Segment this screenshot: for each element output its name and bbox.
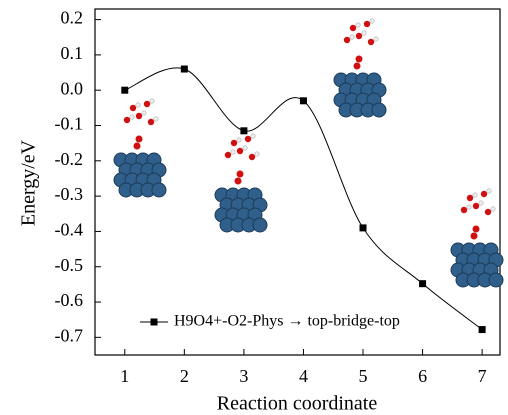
point xyxy=(121,86,129,94)
y-tick-label: -0.2 xyxy=(55,149,84,169)
legend-label: H9O4+-O2-Phys → top-bridge-top xyxy=(174,313,400,330)
y-tick-label: -0.5 xyxy=(55,255,84,275)
oxygen-atom xyxy=(484,208,492,216)
hydrogen-atom xyxy=(349,34,355,40)
y-tick-label: -0.3 xyxy=(55,184,84,204)
oxygen-atom xyxy=(230,139,238,147)
point xyxy=(478,326,486,334)
hydrogen-atom xyxy=(478,200,484,206)
hydrogen-atom xyxy=(361,30,367,36)
hydrogen-atom xyxy=(486,188,492,194)
x-tick-label: 4 xyxy=(299,366,308,386)
point xyxy=(419,280,427,288)
x-tick-label: 1 xyxy=(120,366,129,386)
oxygen-atom xyxy=(236,147,244,155)
line xyxy=(124,67,483,330)
y-tick-label: 0.0 xyxy=(61,78,84,98)
hydrogen-atom xyxy=(373,36,379,42)
oxygen-atom xyxy=(353,62,361,70)
metal-atom xyxy=(151,182,167,198)
oxygen-atom xyxy=(466,194,474,202)
oxygen-atom xyxy=(472,225,480,233)
oxygen-atom xyxy=(470,232,478,240)
plot-frame xyxy=(94,8,501,356)
oxygen-atom xyxy=(147,118,155,126)
hydrogen-atom xyxy=(472,192,478,198)
y-tick-label: -0.4 xyxy=(55,220,84,240)
y-tick-label: -0.7 xyxy=(55,325,84,345)
oxygen-atom xyxy=(472,202,480,210)
oxygen-atom xyxy=(248,153,256,161)
hydrogen-atom xyxy=(149,98,155,104)
oxygen-atom xyxy=(355,32,363,40)
x-tick-label: 3 xyxy=(239,366,248,386)
hydrogen-atom xyxy=(490,206,496,212)
hydrogen-atom xyxy=(466,204,472,210)
slab-illustration xyxy=(450,188,504,288)
slab-illustration xyxy=(333,18,387,118)
hydrogen-atom xyxy=(250,133,256,139)
hydrogen-atom xyxy=(254,151,260,157)
x-tick-label: 6 xyxy=(418,366,427,386)
hydrogen-atom xyxy=(242,145,248,151)
point xyxy=(180,65,188,73)
y-axis-label: Energy/eV xyxy=(18,139,40,226)
x-axis-label: Reaction coordinate xyxy=(217,393,378,415)
oxygen-atom xyxy=(224,151,232,159)
slab-illustration xyxy=(113,98,167,198)
oxygen-atom xyxy=(234,177,242,185)
x-tick-label: 5 xyxy=(359,366,368,386)
oxygen-atom xyxy=(367,38,375,46)
oxygen-atom xyxy=(129,104,137,112)
oxygen-atom xyxy=(460,206,468,214)
oxygen-atom xyxy=(480,190,488,198)
hydrogen-atom xyxy=(135,102,141,108)
hydrogen-atom xyxy=(129,114,135,120)
hydrogen-atom xyxy=(236,137,242,143)
slab-illustration xyxy=(214,133,268,233)
x-tick-label: 7 xyxy=(478,366,487,386)
hydrogen-atom xyxy=(230,149,236,155)
x-tick-label: 2 xyxy=(180,366,189,386)
oxygen-atom xyxy=(363,20,371,28)
y-tick-label: 0.1 xyxy=(61,43,84,63)
oxygen-atom xyxy=(135,112,143,120)
y-tick-label: -0.1 xyxy=(55,114,84,134)
y-tick-label: 0.2 xyxy=(61,8,84,28)
metal-atom xyxy=(371,102,387,118)
oxygen-atom xyxy=(355,55,363,63)
point xyxy=(240,127,248,135)
oxygen-atom xyxy=(123,116,131,124)
oxygen-atom xyxy=(349,24,357,32)
hydrogen-atom xyxy=(141,110,147,116)
metal-atom xyxy=(252,217,268,233)
oxygen-atom xyxy=(244,135,252,143)
oxygen-atom xyxy=(135,135,143,143)
metal-atom xyxy=(488,272,504,288)
oxygen-atom xyxy=(143,100,151,108)
point xyxy=(359,224,367,232)
legend-marker xyxy=(150,318,158,326)
y-tick-label: -0.6 xyxy=(55,290,84,310)
oxygen-atom xyxy=(133,142,141,150)
hydrogen-atom xyxy=(369,18,375,24)
point xyxy=(299,97,307,105)
hydrogen-atom xyxy=(153,116,159,122)
oxygen-atom xyxy=(236,170,244,178)
oxygen-atom xyxy=(343,36,351,44)
hydrogen-atom xyxy=(355,22,361,28)
